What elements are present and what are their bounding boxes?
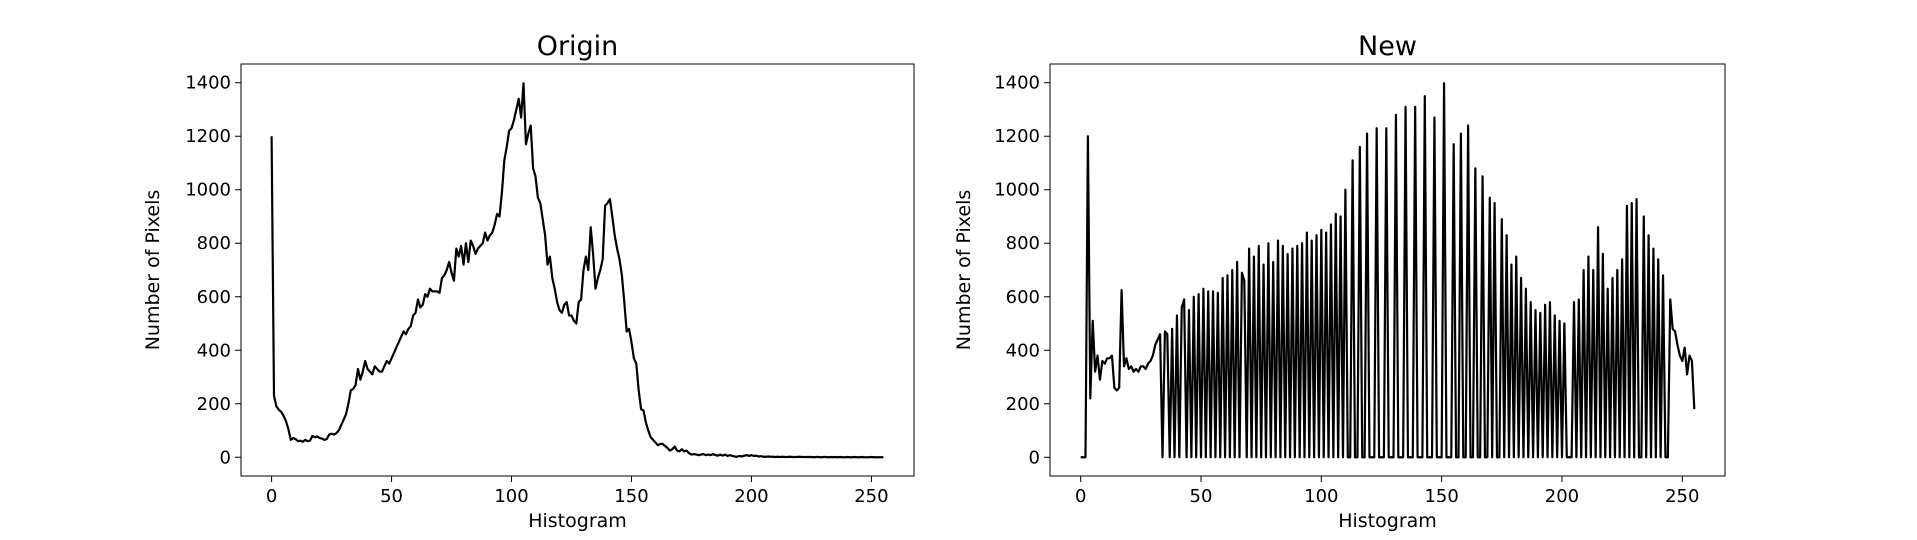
y-tick-label: 200: [197, 394, 231, 415]
y-tick-label: 400: [197, 340, 231, 361]
x-tick-label: 150: [614, 486, 648, 507]
x-axis-label: Histogram: [1338, 510, 1437, 532]
x-tick-label: 200: [1545, 486, 1579, 507]
chart-title: Origin: [537, 31, 619, 62]
y-tick-label: 0: [1029, 447, 1040, 468]
x-tick-label: 50: [1190, 486, 1213, 507]
x-tick-label: 200: [734, 486, 768, 507]
y-axis-label: Number of Pixels: [142, 190, 164, 351]
x-tick-label: 50: [380, 486, 403, 507]
y-tick-label: 1200: [994, 126, 1040, 147]
x-tick-label: 0: [1075, 486, 1086, 507]
chart-title: New: [1358, 31, 1417, 62]
y-axis-label: Number of Pixels: [953, 190, 975, 351]
plot-frame: [1049, 63, 1726, 477]
y-tick-label: 600: [1006, 287, 1040, 308]
y-tick-label: 800: [197, 233, 231, 254]
y-tick-label: 1000: [994, 180, 1040, 201]
y-tick-label: 1200: [185, 126, 231, 147]
plot-frame: [240, 63, 915, 477]
histogram-line: [270, 82, 884, 459]
x-tick-label: 150: [1424, 486, 1458, 507]
y-tick-label: 1400: [994, 73, 1040, 94]
y-tick-label: 1000: [185, 180, 231, 201]
y-tick-label: 200: [1006, 394, 1040, 415]
x-tick-label: 100: [1304, 486, 1338, 507]
x-axis-label: Histogram: [528, 510, 627, 532]
y-tick-label: 1400: [185, 73, 231, 94]
x-tick-label: 250: [854, 486, 888, 507]
y-tick-label: 800: [1006, 233, 1040, 254]
x-tick-label: 250: [1665, 486, 1699, 507]
y-tick-label: 600: [197, 287, 231, 308]
y-tick-label: 400: [1006, 340, 1040, 361]
x-tick-label: 0: [266, 486, 277, 507]
x-tick-label: 100: [494, 486, 528, 507]
y-tick-label: 0: [220, 447, 231, 468]
histogram-line: [1080, 82, 1696, 459]
